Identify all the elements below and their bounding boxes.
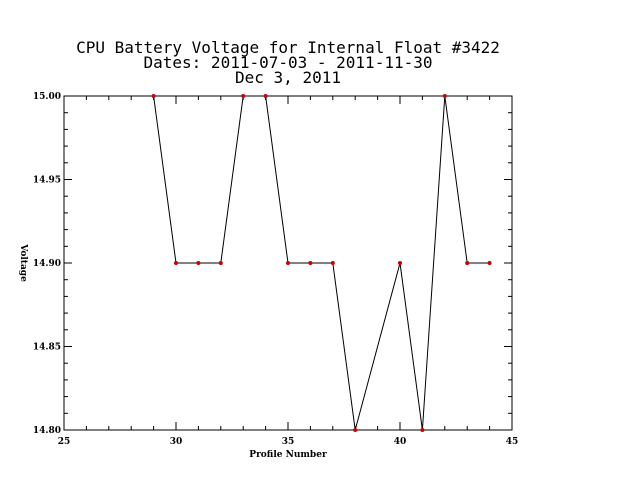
series-layer bbox=[151, 94, 492, 432]
chart-title: CPU Battery Voltage for Internal Float #… bbox=[76, 38, 500, 87]
data-point bbox=[151, 94, 156, 98]
y-tick-label: 14.90 bbox=[33, 259, 61, 269]
y-tick-label: 14.85 bbox=[33, 343, 61, 353]
data-point bbox=[487, 261, 492, 265]
tick-labels: 25 30 35 40 45 14.80 14.85 14.90 14.95 15.00 bbox=[33, 92, 518, 447]
x-tick-label: 35 bbox=[282, 437, 295, 447]
x-tick-label: 40 bbox=[394, 437, 407, 447]
x-axis-label: Profile Number bbox=[249, 450, 327, 460]
data-point bbox=[465, 261, 470, 265]
title-line-1: CPU Battery Voltage for Internal Float #… bbox=[76, 38, 500, 57]
x-tick-label: 25 bbox=[58, 437, 71, 447]
data-point bbox=[353, 428, 358, 432]
series-line bbox=[153, 95, 490, 431]
data-point bbox=[398, 261, 402, 265]
y-tick-label: 15.00 bbox=[33, 92, 61, 102]
data-point bbox=[174, 261, 178, 265]
data-point bbox=[330, 261, 335, 265]
data-point bbox=[420, 428, 425, 432]
title-line-3: Dec 3, 2011 bbox=[235, 68, 341, 87]
data-point bbox=[308, 261, 313, 265]
data-point bbox=[196, 261, 201, 265]
data-point bbox=[218, 261, 223, 265]
y-tick-label: 14.95 bbox=[33, 176, 61, 186]
data-point bbox=[286, 261, 290, 265]
data-point bbox=[241, 94, 246, 98]
y-tick-label: 14.80 bbox=[33, 426, 61, 436]
x-tick-label: 30 bbox=[170, 437, 183, 447]
x-tick-label: 45 bbox=[506, 437, 519, 447]
title-line-2: Dates: 2011-07-03 - 2011-11-30 bbox=[144, 53, 433, 72]
data-point bbox=[442, 94, 447, 98]
y-axis-label: Voltage bbox=[18, 243, 28, 282]
data-point bbox=[263, 94, 268, 98]
